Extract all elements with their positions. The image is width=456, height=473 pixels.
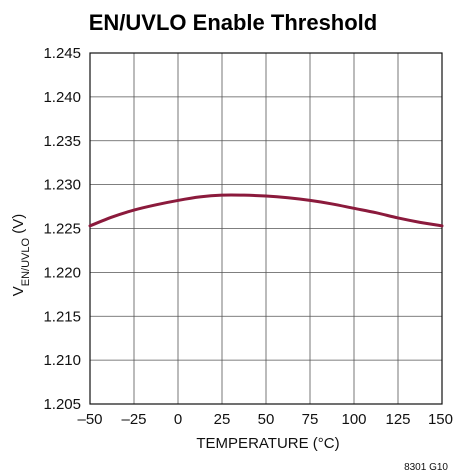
y-tick-label: 1.240 bbox=[43, 89, 81, 106]
x-tick-label: 25 bbox=[214, 411, 231, 428]
y-tick-label: 1.245 bbox=[43, 45, 81, 62]
series-line bbox=[88, 193, 444, 228]
y-axis-label-main: V bbox=[10, 286, 27, 296]
y-tick-label: 1.210 bbox=[43, 352, 81, 369]
series-layer bbox=[88, 193, 444, 228]
y-axis-label-unit: (V) bbox=[10, 214, 27, 238]
x-tick-label: 0 bbox=[174, 411, 182, 428]
y-tick-labels: 1.205 1.210 1.215 1.220 1.225 1.230 1.235 1.240… bbox=[43, 45, 81, 413]
figure-id: 8301 G10 bbox=[404, 462, 448, 473]
x-tick-label: 125 bbox=[385, 411, 410, 428]
y-tick-label: 1.215 bbox=[43, 308, 81, 325]
x-axis-label: TEMPERATURE (°C) bbox=[196, 435, 339, 452]
y-axis-label: VEN/UVLO (V) bbox=[10, 214, 32, 296]
x-tick-label: –25 bbox=[121, 411, 146, 428]
y-tick-label: 1.205 bbox=[43, 396, 81, 413]
y-tick-label: 1.230 bbox=[43, 177, 81, 194]
x-tick-label: –50 bbox=[77, 411, 102, 428]
x-tick-label: 50 bbox=[258, 411, 275, 428]
x-tick-labels: –50 –25 0 25 50 75 100 125 150 bbox=[77, 411, 453, 428]
y-tick-label: 1.235 bbox=[43, 133, 81, 150]
chart-title: EN/UVLO Enable Threshold bbox=[89, 10, 377, 35]
x-tick-label: 150 bbox=[428, 411, 453, 428]
y-tick-label: 1.225 bbox=[43, 221, 81, 238]
y-tick-label: 1.220 bbox=[43, 264, 81, 281]
x-tick-label: 75 bbox=[302, 411, 319, 428]
plot-frame bbox=[89, 52, 443, 405]
x-tick-label: 100 bbox=[341, 411, 366, 428]
y-axis-label-subscript: EN/UVLO bbox=[20, 237, 32, 286]
